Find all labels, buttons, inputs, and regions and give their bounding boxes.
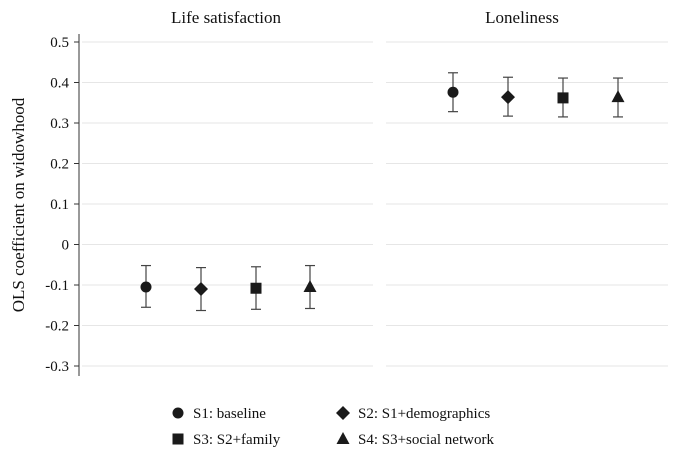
triangle-marker (611, 90, 625, 103)
triangle-marker (303, 280, 317, 293)
legend-label: S1: baseline (193, 406, 266, 422)
legend: S1: baseline S2: S1+demographics S3: S2+fa… (172, 406, 494, 448)
axis-layer: 0.5 0.4 0.3 0.2 0.1 0 -0.1 -0.2 -0.3 (45, 34, 80, 376)
legend-label: S4: S3+social network (358, 432, 494, 448)
grid-layer (82, 41, 668, 367)
legend-label: S3: S2+family (193, 432, 281, 448)
y-tick-label: 0 (62, 238, 70, 254)
legend-triangle-icon (336, 432, 350, 444)
y-axis-title: OLS coefficient on widowhood (9, 97, 28, 312)
data-marks (140, 72, 625, 312)
diamond-marker (501, 90, 515, 105)
square-marker (557, 92, 569, 104)
point-circle (447, 72, 459, 113)
point-triangle (611, 77, 625, 118)
legend-item: S3: S2+family (172, 432, 281, 448)
panel-title: Life satisfaction (171, 8, 281, 27)
legend-label: S2: S1+demographics (358, 406, 490, 422)
y-tick-label: 0.5 (50, 35, 69, 51)
y-tick-label: 0.1 (50, 197, 69, 213)
y-tick-label: 0.2 (50, 157, 69, 173)
panel-titles: Life satisfaction Loneliness (171, 8, 559, 27)
panel-title: Loneliness (485, 8, 559, 27)
legend-diamond-icon (336, 406, 350, 420)
circle-marker (140, 281, 152, 293)
legend-square-icon (172, 433, 184, 445)
legend-item: S1: baseline (172, 406, 266, 422)
point-circle (140, 264, 152, 308)
y-tick-label: 0.3 (50, 116, 69, 132)
point-square (557, 77, 569, 118)
circle-marker (447, 86, 459, 98)
y-tick-label: -0.1 (45, 278, 69, 294)
diamond-marker (194, 282, 208, 297)
y-tick-label: -0.2 (45, 319, 69, 335)
y-tick-label: -0.3 (45, 359, 69, 375)
legend-circle-icon (172, 407, 184, 419)
square-marker (250, 282, 262, 294)
legend-item: S2: S1+demographics (336, 406, 490, 422)
legend-item: S4: S3+social network (336, 432, 494, 448)
point-diamond (194, 266, 208, 312)
point-triangle (303, 264, 317, 310)
point-diamond (501, 76, 515, 117)
y-tick-label: 0.4 (50, 76, 69, 92)
point-square (250, 266, 262, 310)
